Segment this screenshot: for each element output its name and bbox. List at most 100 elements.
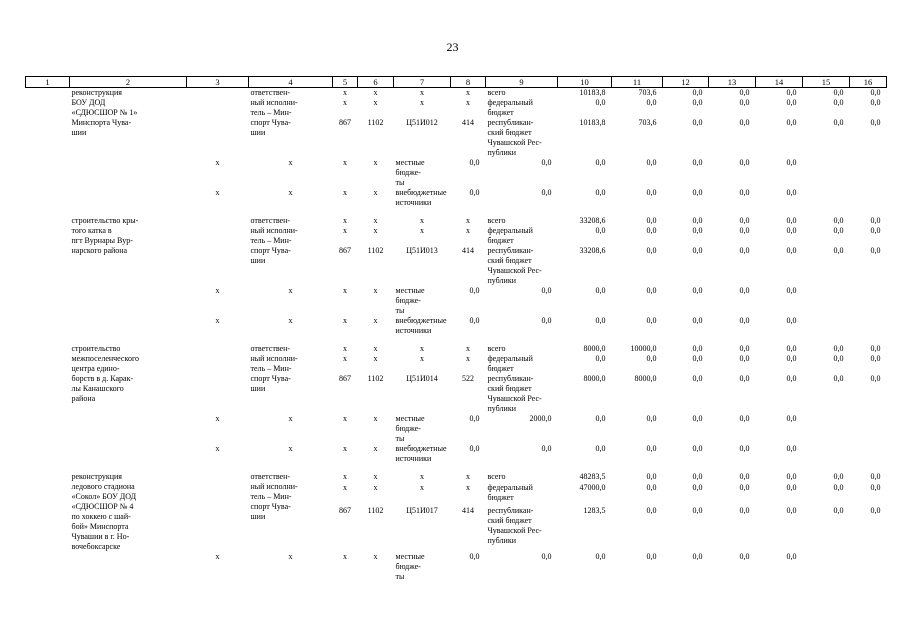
program-table: 1 2 3 4 5 6 7 8 9 10 11 12 13 14 15 16 реконструкция БОУ… — [25, 76, 887, 582]
amount-col10: 0,0 — [595, 354, 606, 363]
object-name-line: строительство кры- — [71, 216, 139, 225]
amount-col16: 0,0 — [786, 552, 797, 561]
amount-col15: 0,0 — [833, 472, 844, 481]
amount-col13: 0,0 — [739, 226, 750, 235]
amount-col13: 0,0 — [739, 354, 750, 363]
amount-col12: 0,0 — [692, 506, 703, 516]
amount-col14: 0,0 — [786, 506, 797, 516]
funding-source: всего — [486, 216, 558, 226]
funding-source-line: публики — [487, 276, 517, 285]
code-vr: x — [373, 316, 378, 325]
funding-source-line: ты — [395, 178, 405, 187]
amount-col13: 0,0 — [739, 374, 750, 383]
amount-col12: 0,0 — [692, 98, 703, 107]
funding-source-line: внебюджетные — [395, 316, 447, 325]
amount-col14: 0,0 — [692, 444, 703, 453]
object-name-line: лы Канашского — [71, 384, 124, 393]
object-name-line: строительство — [71, 344, 121, 353]
amount-col16: 0,0 — [870, 374, 881, 383]
responsible-executor-line: тель – Мин- — [250, 108, 292, 117]
amount-col14: 0,0 — [786, 354, 797, 363]
funding-source-line: республикан- — [487, 118, 534, 127]
amount-col13: 0,0 — [646, 188, 657, 197]
amount-col15: 0,0 — [833, 216, 844, 225]
funding-source-line: федеральный — [487, 98, 533, 107]
code-csr: x — [420, 354, 424, 363]
amount-col11: 0,0 — [646, 226, 657, 235]
amount-col11: 8000,0 — [634, 374, 657, 383]
cell-empty — [26, 374, 70, 414]
amount-col12: 0,0 — [595, 552, 606, 561]
code-vr: 522 — [462, 374, 474, 383]
funding-source: всего — [486, 472, 558, 483]
responsible-executor-line: ный исполни- — [250, 482, 298, 491]
code-gr: x — [343, 226, 347, 235]
table-body: реконструкция БОУ ДОД «СДЮСШОР № 1» Минспор… — [26, 88, 887, 583]
funding-source: республикан-ский бюджет Чувашской Рес-пуб… — [486, 506, 558, 552]
column-header: 7 — [393, 76, 451, 88]
cell-empty — [70, 188, 187, 208]
code-rz: 1102 — [367, 246, 384, 255]
code-csr: x — [420, 226, 424, 235]
column-header: 15 — [802, 76, 850, 88]
amount-col13: 0,0 — [646, 444, 657, 453]
amount-col11: 0,0 — [646, 98, 657, 107]
amount-col15: 0,0 — [833, 118, 844, 127]
code-csr: x — [343, 414, 347, 423]
cell-empty — [70, 286, 187, 316]
amount-col11: 0,0 — [541, 158, 552, 167]
responsible-executor-line: тель – Мин- — [250, 236, 292, 245]
column-header: 6 — [357, 76, 394, 88]
responsible-executor: ответствен-ный исполни-тель – Мин-спорт … — [249, 472, 333, 552]
code-rz: x — [373, 483, 378, 493]
code-gr: 867 — [339, 246, 351, 255]
code-gr: x — [215, 552, 220, 561]
amount-col15: 0,0 — [833, 344, 844, 353]
amount-col15: 0,0 — [739, 188, 750, 197]
object-name-line: Минспорта Чува- — [71, 118, 132, 127]
funding-source-line: ты — [395, 306, 405, 315]
code-gr: x — [215, 158, 220, 167]
funding-source-line: местные бюдже- — [395, 552, 425, 571]
table-row: x x x x внебюджетные источники 0,0 0,0 0,0 0,0 0,0… — [26, 316, 887, 336]
code-rz: x — [373, 344, 378, 353]
object-name-line: пгт Вурнары Вур- — [71, 236, 133, 245]
code-rz: x — [373, 354, 378, 363]
amount-col12: 0,0 — [692, 483, 703, 493]
table-row: строительство кры-того катка в пгт Вурнар… — [26, 216, 887, 265]
table-row: x x x x федеральный бюджет 0,0 0,0 0,0 0,0 0,0 0,0 0… — [26, 98, 887, 118]
cell-empty — [187, 118, 249, 158]
amount-col10: 10183,8 — [579, 118, 606, 127]
funding-source-line: республикан- — [487, 374, 534, 383]
object-name-line: центра едино- — [71, 364, 120, 373]
amount-col14: 0,0 — [692, 158, 703, 167]
amount-col16: 0,0 — [786, 414, 797, 423]
cell-empty — [187, 506, 249, 552]
funding-source: местные бюдже-ты — [394, 158, 451, 188]
code-vr: x — [466, 226, 470, 235]
code-gr: 867 — [339, 118, 351, 127]
amount-col14: 0,0 — [692, 286, 703, 295]
amount-col12: 0,0 — [595, 414, 606, 423]
code-rz: x — [288, 188, 293, 197]
amount-col10: 0,0 — [469, 158, 480, 167]
cell-empty — [26, 286, 70, 316]
column-header: 16 — [849, 76, 887, 88]
funding-source-line: ты — [395, 572, 405, 581]
funding-source-line: источники — [395, 454, 432, 463]
amount-col12: 0,0 — [692, 344, 703, 353]
funding-source-line: бюджет — [487, 364, 514, 373]
object-name-line: «Сокол» БОУ ДОД — [71, 492, 137, 501]
funding-source-line: ский бюджет — [487, 516, 532, 526]
table-row: x x x x местные бюдже-ты 0,0 0,0 0,0 0,0 0,0 0,0 0,… — [26, 286, 887, 316]
column-header: 12 — [662, 76, 709, 88]
code-vr: 414 — [462, 506, 474, 516]
code-rz: x — [373, 88, 378, 97]
code-csr: x — [343, 188, 347, 197]
table-row: x x x x местные бюдже-ты 0,0 0,0 0,0 0,0 0,0 0,0 0,… — [26, 158, 887, 188]
amount-col11: 0,0 — [541, 188, 552, 197]
code-csr: x — [343, 158, 347, 167]
funding-source-line: Чувашской Рес- — [487, 526, 542, 536]
table-row: x x x x внебюджетные источники 0,0 0,0 0,0 0,0 0,0… — [26, 444, 887, 464]
code-rz: x — [373, 472, 378, 481]
